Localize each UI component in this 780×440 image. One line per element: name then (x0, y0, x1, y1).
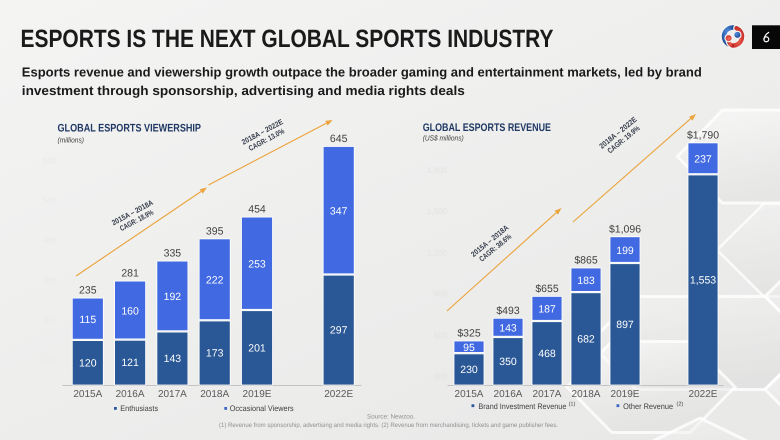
svg-text:468: 468 (538, 348, 556, 360)
svg-text:2016A: 2016A (116, 389, 145, 400)
svg-text:187: 187 (538, 304, 556, 316)
svg-text:143: 143 (164, 353, 182, 365)
svg-text:(US$ millions): (US$ millions) (423, 134, 464, 143)
svg-text:281: 281 (121, 268, 139, 280)
svg-text:$325: $325 (457, 328, 481, 340)
svg-text:199: 199 (616, 245, 634, 257)
svg-text:Source: Newzoo.: Source: Newzoo. (367, 414, 415, 421)
svg-text:183: 183 (577, 275, 595, 287)
svg-text:2016A: 2016A (494, 389, 523, 400)
svg-text:500: 500 (43, 196, 57, 205)
svg-text:2017A: 2017A (158, 389, 187, 400)
svg-text:2015A: 2015A (73, 389, 102, 400)
svg-text:682: 682 (577, 334, 595, 346)
svg-text:2017A: 2017A (533, 389, 562, 400)
svg-text:2018A: 2018A (200, 389, 229, 400)
svg-text:237: 237 (694, 154, 712, 166)
svg-text:350: 350 (499, 356, 517, 368)
svg-text:ESPORTS IS THE NEXT GLOBAL SPO: ESPORTS IS THE NEXT GLOBAL SPORTS INDUST… (21, 25, 554, 53)
svg-text:Enthusiasts: Enthusiasts (120, 404, 158, 413)
svg-text:173: 173 (206, 348, 224, 360)
svg-text:454: 454 (248, 204, 266, 216)
svg-text:600: 600 (434, 331, 448, 340)
svg-text:2015A: 2015A (455, 389, 484, 400)
svg-text:645: 645 (330, 133, 348, 145)
svg-text:192: 192 (164, 291, 182, 303)
svg-text:2018A: 2018A (572, 389, 601, 400)
svg-text:201: 201 (248, 342, 266, 354)
svg-text:2022E: 2022E (689, 389, 718, 400)
svg-text:$865: $865 (574, 255, 598, 267)
svg-text:115: 115 (79, 314, 96, 326)
svg-text:(1): (1) (569, 402, 576, 408)
svg-text:1,200: 1,200 (427, 248, 448, 257)
svg-text:$655: $655 (535, 283, 559, 295)
svg-text:600: 600 (43, 156, 57, 165)
svg-text:2022E: 2022E (324, 389, 353, 400)
svg-text:Other Revenue: Other Revenue (623, 402, 673, 411)
svg-text:335: 335 (164, 248, 182, 260)
svg-text:2019E: 2019E (243, 389, 272, 400)
svg-text:Esports revenue and viewership: Esports revenue and viewership growth ou… (22, 64, 702, 79)
svg-text:100: 100 (43, 356, 57, 365)
svg-text:$1,790: $1,790 (687, 129, 719, 141)
svg-text:2019E: 2019E (611, 389, 640, 400)
svg-text:230: 230 (460, 364, 478, 376)
svg-text:297: 297 (330, 325, 348, 337)
svg-text:(1) Revenue from sponsorship,: (1) Revenue from sponsorship, advertisin… (219, 422, 558, 429)
svg-text:Brand Investment Revenue: Brand Investment Revenue (478, 402, 566, 411)
svg-text:120: 120 (79, 357, 97, 369)
svg-text:GLOBAL ESPORTS REVENUE: GLOBAL ESPORTS REVENUE (423, 122, 551, 134)
svg-text:1,553: 1,553 (690, 275, 716, 287)
svg-text:897: 897 (616, 319, 634, 331)
svg-text:121: 121 (121, 357, 139, 369)
svg-text:222: 222 (206, 275, 224, 287)
svg-text:200: 200 (43, 316, 57, 325)
svg-text:(millions): (millions) (58, 136, 85, 145)
svg-text:95: 95 (463, 342, 475, 354)
svg-text:$493: $493 (496, 305, 520, 317)
svg-text:400: 400 (43, 236, 57, 245)
svg-text:160: 160 (121, 305, 139, 317)
svg-text:235: 235 (79, 285, 97, 297)
svg-text:$1,096: $1,096 (609, 223, 641, 235)
svg-text:(2): (2) (677, 402, 684, 408)
svg-text:1,800: 1,800 (427, 166, 448, 175)
svg-text:143: 143 (499, 323, 517, 335)
svg-text:900: 900 (434, 290, 448, 299)
svg-text:GLOBAL ESPORTS VIEWERSHIP: GLOBAL ESPORTS VIEWERSHIP (58, 123, 202, 135)
svg-text:300: 300 (434, 372, 448, 381)
svg-text:1,500: 1,500 (427, 207, 448, 216)
svg-text:Occasional Viewers: Occasional Viewers (230, 404, 294, 413)
svg-text:300: 300 (43, 276, 57, 285)
svg-text:253: 253 (248, 259, 266, 271)
svg-text:investment through sponsorship: investment through sponsorship, advertis… (22, 83, 465, 98)
svg-text:347: 347 (330, 205, 348, 217)
svg-text:395: 395 (206, 225, 224, 237)
